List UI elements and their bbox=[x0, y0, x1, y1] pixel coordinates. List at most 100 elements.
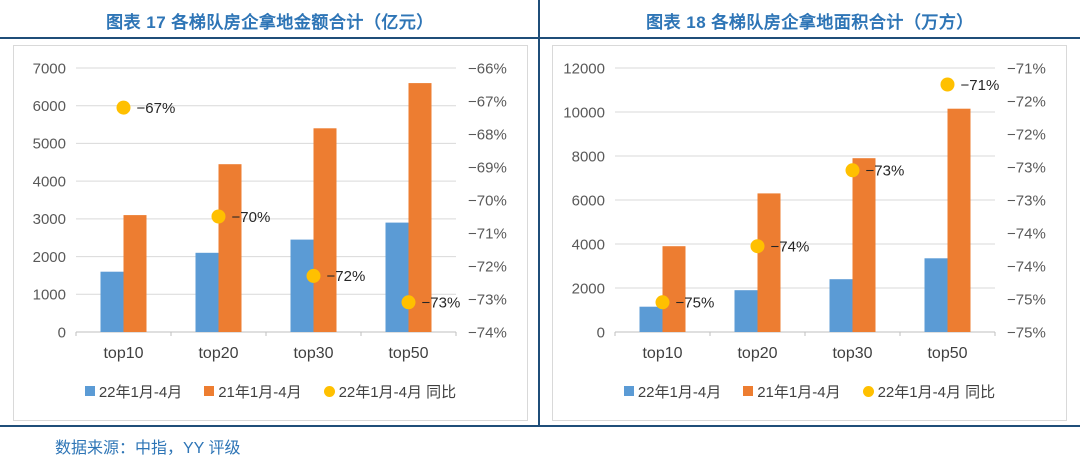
yoy-dot-label: −73% bbox=[866, 163, 905, 180]
yoy-dot bbox=[401, 295, 416, 310]
secondary-axis-tick-label: −72% bbox=[468, 258, 507, 275]
bar-21year bbox=[852, 158, 876, 332]
primary-axis-tick-label: 1000 bbox=[33, 287, 66, 304]
chart-legend: 22年1月-4月 21年1月-4月 22年1月-4月 同比 bbox=[553, 376, 1066, 406]
yoy-dot-label: −73% bbox=[422, 295, 461, 312]
yoy-dot bbox=[750, 239, 765, 254]
category-label: top10 bbox=[642, 345, 682, 362]
chart-17-panel: 0 1000 2000 3000 4000 5000 6000 7000 −66% −67% −68… bbox=[13, 45, 528, 421]
bottom-divider-line bbox=[0, 425, 1080, 427]
yoy-dot-label: −72% bbox=[327, 268, 366, 285]
primary-axis-tick-label: 8000 bbox=[572, 148, 605, 165]
bar-22year bbox=[829, 279, 853, 332]
legend-item: 22年1月-4月 bbox=[623, 381, 722, 402]
primary-axis-tick-label: 4000 bbox=[33, 173, 66, 190]
chart-17-title: 图表 17 各梯队房企拿地金额合计（亿元） bbox=[106, 13, 434, 32]
category-label: top20 bbox=[198, 345, 238, 362]
legend-label: 22年1月-4月 同比 bbox=[877, 383, 996, 401]
secondary-axis-tick-label: −66% bbox=[468, 60, 507, 77]
primary-axis-tick-label: 0 bbox=[58, 324, 66, 341]
category-label: top10 bbox=[103, 345, 143, 362]
yoy-dot bbox=[211, 209, 226, 224]
yoy-dot bbox=[655, 295, 670, 310]
secondary-axis-tick-label: −71% bbox=[1007, 60, 1046, 77]
panel-divider-line bbox=[538, 0, 540, 427]
secondary-axis-tick-label: −68% bbox=[468, 126, 507, 143]
primary-axis-tick-label: 10000 bbox=[563, 104, 605, 121]
bar-22year bbox=[734, 290, 758, 332]
bar-22year bbox=[290, 239, 314, 332]
bar-21year bbox=[408, 83, 432, 332]
primary-axis-tick-label: 7000 bbox=[33, 60, 66, 77]
primary-axis-tick-label: 0 bbox=[597, 324, 605, 341]
legend-label: 21年1月-4月 bbox=[218, 383, 302, 401]
primary-axis-tick-label: 5000 bbox=[33, 136, 66, 153]
bar-22year bbox=[195, 252, 219, 332]
yoy-dot-label: −75% bbox=[676, 295, 715, 312]
yoy-dot bbox=[306, 268, 321, 283]
legend-label: 22年1月-4月 bbox=[637, 383, 722, 401]
secondary-axis-tick-label: −74% bbox=[1007, 258, 1046, 275]
legend-square-marker bbox=[204, 386, 215, 396]
legend-square-marker bbox=[743, 386, 754, 396]
bar-22year bbox=[100, 271, 124, 332]
yoy-dot-label: −67% bbox=[137, 100, 176, 117]
yoy-dot bbox=[940, 77, 955, 92]
category-label: top30 bbox=[832, 345, 872, 362]
legend-label: 22年1月-4月 同比 bbox=[338, 383, 457, 401]
chart-legend: 22年1月-4月 21年1月-4月 22年1月-4月 同比 bbox=[14, 376, 527, 406]
primary-axis-tick-label: 12000 bbox=[563, 60, 605, 77]
bar-21year bbox=[947, 108, 971, 332]
bar-22year bbox=[385, 222, 409, 332]
secondary-axis-tick-label: −70% bbox=[468, 192, 507, 209]
category-label: top30 bbox=[293, 345, 333, 362]
secondary-axis-tick-label: −73% bbox=[468, 291, 507, 308]
yoy-dot bbox=[845, 163, 860, 178]
yoy-dot bbox=[116, 100, 131, 115]
secondary-axis-tick-label: −74% bbox=[468, 324, 507, 341]
legend-square-marker bbox=[623, 386, 634, 396]
primary-axis-tick-label: 2000 bbox=[33, 249, 66, 266]
secondary-axis-tick-label: −75% bbox=[1007, 291, 1046, 308]
secondary-axis-tick-label: −73% bbox=[1007, 159, 1046, 176]
secondary-axis-tick-label: −71% bbox=[468, 225, 507, 242]
legend-item: 21年1月-4月 bbox=[743, 381, 841, 402]
title-divider-line bbox=[0, 37, 1080, 39]
legend-dot-marker bbox=[862, 385, 874, 397]
legend-item: 22年1月-4月 bbox=[84, 381, 183, 402]
yoy-dot-label: −74% bbox=[771, 238, 810, 255]
secondary-axis-tick-label: −72% bbox=[1007, 126, 1046, 143]
bar-21year bbox=[218, 164, 242, 332]
primary-axis-tick-label: 3000 bbox=[33, 211, 66, 228]
bar-22year bbox=[924, 258, 948, 332]
bar-21year bbox=[313, 128, 337, 332]
legend-item: 22年1月-4月 同比 bbox=[323, 381, 457, 402]
chart-plot-area: 0 1000 2000 3000 4000 5000 6000 7000 −66% −67% −68… bbox=[33, 60, 507, 362]
bar-22year bbox=[639, 306, 663, 332]
primary-axis-tick-label: 4000 bbox=[572, 236, 605, 253]
category-label: top50 bbox=[388, 345, 428, 362]
category-label: top50 bbox=[927, 345, 967, 362]
bar-21year bbox=[757, 193, 781, 332]
legend-dot-marker bbox=[323, 385, 335, 397]
secondary-axis-tick-label: −69% bbox=[468, 159, 507, 176]
legend-square-marker bbox=[84, 386, 95, 396]
secondary-axis-tick-label: −72% bbox=[1007, 93, 1046, 110]
primary-axis-tick-label: 6000 bbox=[572, 192, 605, 209]
secondary-axis-tick-label: −67% bbox=[468, 93, 507, 110]
secondary-axis-tick-label: −73% bbox=[1007, 192, 1046, 209]
bar-21year bbox=[123, 215, 147, 332]
primary-axis-tick-label: 6000 bbox=[33, 98, 66, 115]
data-source-note: 数据来源：中指，YY 评级 bbox=[55, 440, 241, 457]
secondary-axis-tick-label: −75% bbox=[1007, 324, 1046, 341]
legend-label: 22年1月-4月 bbox=[98, 383, 183, 401]
legend-item: 22年1月-4月 同比 bbox=[862, 381, 996, 402]
yoy-dot-label: −70% bbox=[232, 209, 271, 226]
chart-18-panel: 0 2000 4000 6000 8000 10000 12000 −71% −72% −72% −… bbox=[552, 45, 1067, 421]
bar-21year bbox=[662, 246, 686, 332]
chart-18-title: 图表 18 各梯队房企拿地面积合计（万方） bbox=[646, 13, 974, 32]
category-label: top20 bbox=[737, 345, 777, 362]
yoy-dot-label: −71% bbox=[961, 77, 1000, 94]
